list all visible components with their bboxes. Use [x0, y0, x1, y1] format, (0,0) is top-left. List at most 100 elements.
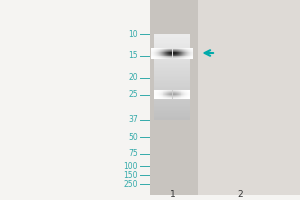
Bar — [164, 49, 165, 50]
Bar — [181, 90, 182, 91]
Bar — [166, 57, 167, 58]
Bar — [154, 57, 190, 58]
Bar — [182, 92, 183, 93]
Bar — [160, 53, 161, 54]
Bar — [167, 54, 168, 55]
Bar — [154, 73, 190, 74]
Bar — [154, 61, 190, 63]
Bar — [178, 92, 179, 93]
Bar — [177, 90, 178, 91]
Bar — [165, 52, 166, 53]
Bar — [164, 56, 165, 57]
Bar — [179, 53, 180, 54]
Bar — [161, 92, 162, 93]
Bar — [154, 64, 190, 66]
Bar — [185, 98, 186, 99]
Bar — [174, 93, 175, 94]
Bar — [164, 51, 165, 52]
Bar — [164, 95, 165, 96]
Bar — [185, 96, 186, 97]
Bar — [162, 98, 163, 99]
Bar — [161, 98, 162, 99]
Bar — [154, 108, 190, 110]
Bar — [175, 52, 176, 53]
Bar — [154, 54, 190, 56]
Bar — [166, 55, 167, 56]
Bar — [155, 95, 156, 96]
Bar — [186, 49, 187, 50]
Bar — [161, 93, 162, 94]
Bar — [173, 57, 175, 58]
Bar — [178, 50, 179, 51]
Bar — [156, 56, 157, 57]
Bar — [176, 94, 177, 95]
Bar — [168, 55, 169, 56]
Bar — [166, 53, 167, 54]
Bar — [182, 98, 183, 99]
Bar — [184, 90, 185, 91]
Bar — [166, 97, 167, 98]
Bar — [188, 97, 189, 98]
Bar — [171, 53, 172, 54]
Bar — [162, 91, 163, 92]
Bar — [156, 54, 157, 55]
Text: 25: 25 — [128, 90, 138, 99]
Bar — [191, 58, 193, 59]
Bar — [158, 57, 159, 58]
Bar — [178, 53, 179, 54]
Bar — [174, 98, 175, 99]
Bar — [168, 54, 169, 55]
Bar — [179, 57, 180, 58]
Bar — [180, 93, 181, 94]
Bar — [172, 94, 173, 95]
Bar — [169, 96, 170, 97]
Bar — [182, 95, 183, 96]
Bar — [158, 58, 159, 59]
Bar — [186, 98, 187, 99]
Bar — [183, 48, 184, 49]
Bar — [179, 50, 180, 51]
Bar — [160, 90, 161, 91]
Bar — [164, 97, 165, 98]
Bar — [172, 49, 173, 50]
Bar — [180, 57, 181, 58]
Bar — [180, 48, 181, 49]
Bar — [154, 56, 190, 57]
Bar — [165, 51, 166, 52]
Bar — [187, 48, 188, 49]
Bar — [187, 90, 188, 91]
Bar — [167, 52, 168, 53]
Bar — [168, 95, 169, 96]
Bar — [164, 94, 165, 95]
Bar — [164, 53, 165, 54]
Bar — [187, 51, 188, 52]
Bar — [177, 57, 178, 58]
Bar — [154, 50, 190, 51]
Bar — [154, 95, 155, 96]
Bar — [158, 91, 159, 92]
Bar — [185, 91, 186, 92]
Bar — [162, 51, 163, 52]
Bar — [161, 58, 162, 59]
Bar — [185, 95, 186, 96]
Bar — [190, 48, 191, 49]
Bar — [174, 97, 175, 98]
Bar — [182, 56, 183, 57]
Bar — [185, 56, 186, 57]
Bar — [154, 96, 190, 97]
Bar — [176, 58, 177, 59]
Bar — [185, 52, 186, 53]
Bar — [163, 91, 164, 92]
Bar — [166, 48, 167, 49]
Bar — [183, 57, 184, 58]
Bar — [165, 56, 166, 57]
Bar — [180, 56, 181, 57]
Bar — [190, 53, 191, 54]
Bar — [162, 95, 163, 96]
Bar — [154, 110, 190, 111]
Bar — [159, 54, 160, 55]
Bar — [154, 57, 156, 58]
Bar — [181, 52, 182, 53]
Bar — [187, 95, 188, 96]
Bar — [171, 92, 172, 93]
